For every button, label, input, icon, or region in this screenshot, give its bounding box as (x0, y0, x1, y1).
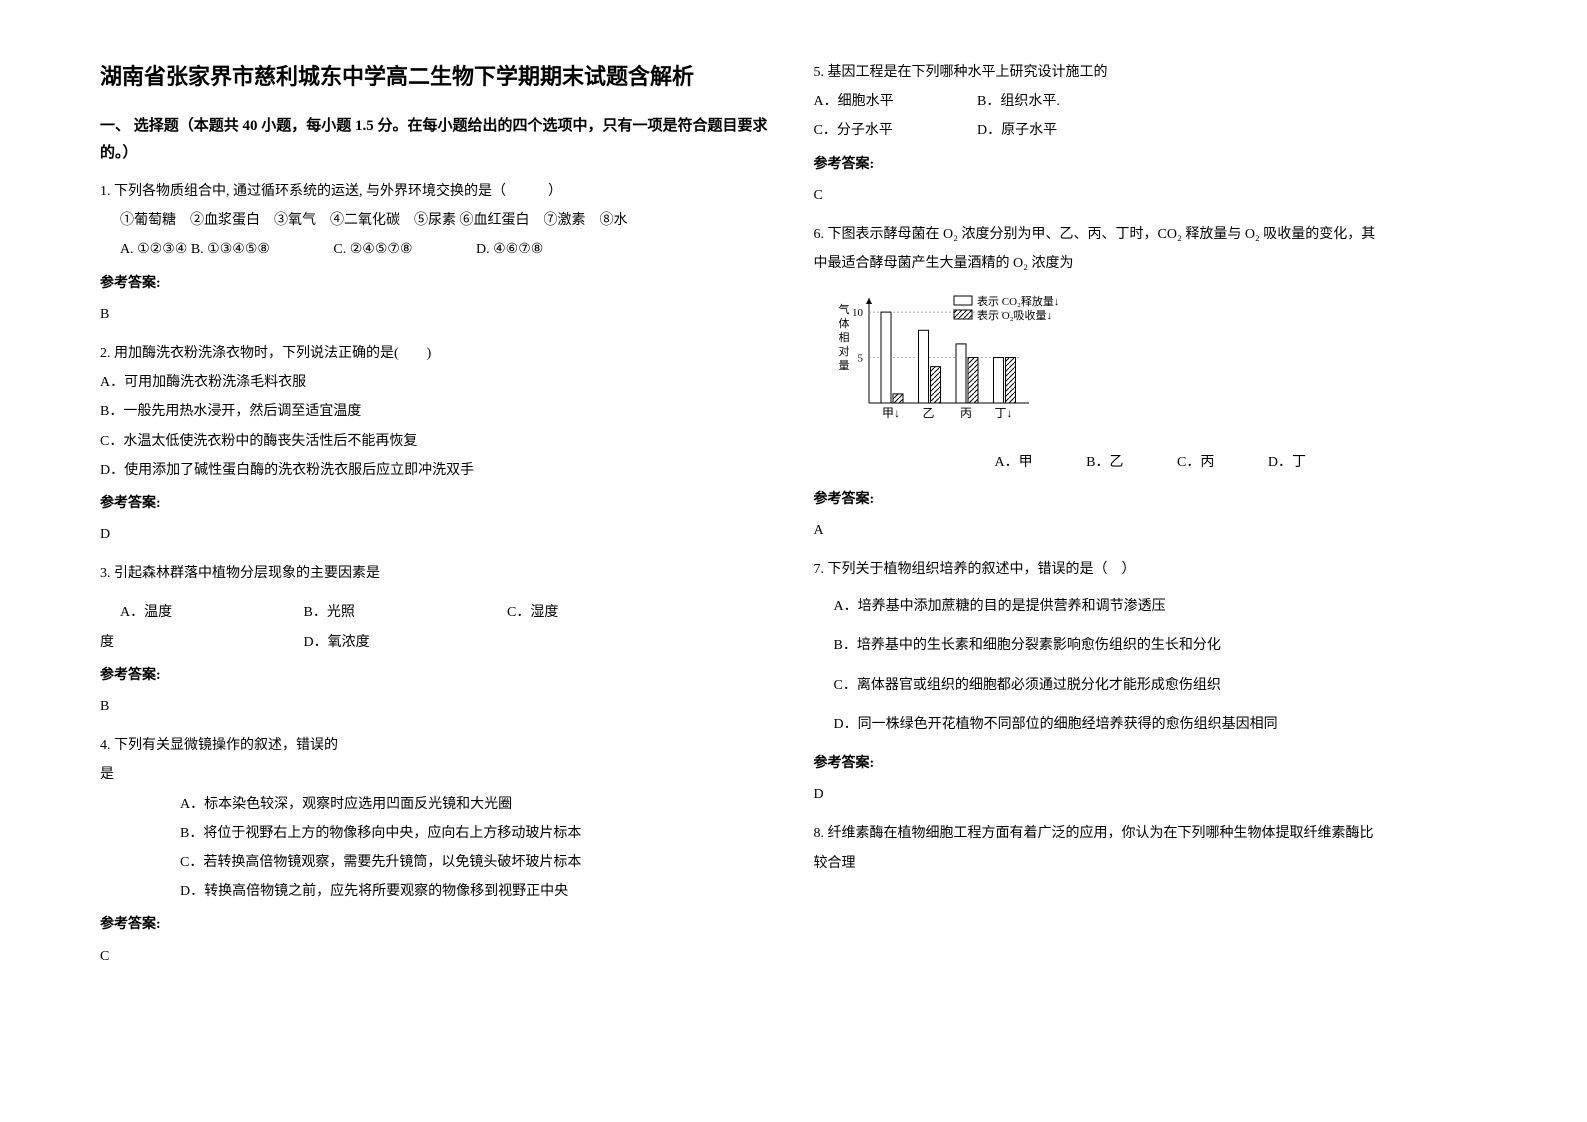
q5-answer: C (814, 183, 1488, 208)
q1-optB: B. ①③④⑤⑧ (191, 242, 270, 257)
q7-text: 7. 下列关于植物组织培养的叙述中，错误的是（ ） (814, 557, 1488, 582)
q7-optA: A．培养基中添加蔗糖的目的是提供营养和调节渗透压 (814, 594, 1488, 619)
q5-optB: B．组织水平. (977, 94, 1060, 109)
q6-optB: B．乙 (1086, 450, 1123, 475)
q4-optA: A．标本染色较深，观察时应选用凹面反光镜和大光圈 (100, 792, 774, 817)
q6-options: A．甲 B．乙 C．丙 D．丁 (814, 450, 1488, 475)
q1-optC: C. ②④⑤⑦⑧ (333, 242, 412, 257)
q7-optC: C．离体器官或组织的细胞都必须通过脱分化才能形成愈伤组织 (814, 673, 1488, 698)
svg-text:对: 对 (838, 344, 849, 358)
svg-text:甲↓: 甲↓ (881, 406, 899, 420)
q4-optC: C．若转换高倍物镜观察，需要先升镜筒，以免镜头破坏玻片标本 (100, 850, 774, 875)
q4-answer: C (100, 944, 774, 969)
q3-answer: B (100, 694, 774, 719)
svg-text:表示 O₂吸收量↓: 表示 O₂吸收量↓ (977, 308, 1052, 322)
q4-text2: 是 (100, 762, 774, 787)
q3-optB: B．光照 (304, 600, 504, 625)
bar-chart-svg: 5 10气体相对量甲↓ 乙 丙 丁↓ 表示 CO₂释放量↓表示 O₂吸收量↓ (834, 288, 1094, 428)
q5-row1: A．细胞水平 B．组织水平. (814, 89, 1488, 114)
q1-answer: B (100, 302, 774, 327)
q6-text2: 中最适合酵母菌产生大量酒精的 O₂ 浓度为 (814, 251, 1488, 276)
q2-optD: D．使用添加了碱性蛋白酶的洗衣粉洗衣服后应立即冲洗双手 (100, 458, 774, 483)
question-4: 4. 下列有关显微镜操作的叙述，错误的 是 A．标本染色较深，观察时应选用凹面反… (100, 733, 774, 904)
svg-text:气: 气 (838, 302, 849, 316)
q6-chart: 5 10气体相对量甲↓ 乙 丙 丁↓ 表示 CO₂释放量↓表示 O₂吸收量↓ (834, 288, 1488, 437)
section-heading: 一、 选择题（本题共 40 小题，每小题 1.5 分。在每小题给出的四个选项中，… (100, 113, 774, 167)
q3-optD: D．氧浓度 (304, 630, 370, 655)
q4-optD: D．转换高倍物镜之前，应先将所要观察的物像移到视野正中央 (100, 879, 774, 904)
answer-label: 参考答案: (100, 912, 774, 937)
q2-optA: A．可用加酶洗衣粉洗涤毛料衣服 (100, 370, 774, 395)
svg-text:丁↓: 丁↓ (994, 406, 1012, 420)
q8-text1: 8. 纤维素酶在植物细胞工程方面有着广泛的应用，你认为在下列哪种生物体提取纤维素… (814, 821, 1488, 846)
q3-options-row2: 度 D．氧浓度 (100, 630, 774, 655)
q3-optA: A．温度 (100, 600, 300, 625)
q7-answer: D (814, 782, 1488, 807)
q2-optC: C．水温太低使洗衣粉中的酶丧失活性后不能再恢复 (100, 429, 774, 454)
q7-optB: B．培养基中的生长素和细胞分裂素影响愈伤组织的生长和分化 (814, 633, 1488, 658)
q1-items: ①葡萄糖 ②血浆蛋白 ③氧气 ④二氧化碳 ⑤尿素 ⑥血红蛋白 ⑦激素 ⑧水 (100, 208, 774, 233)
q2-answer: D (100, 522, 774, 547)
q6-answer: A (814, 518, 1488, 543)
left-column: 湖南省张家界市慈利城东中学高二生物下学期期末试题含解析 一、 选择题（本题共 4… (80, 60, 794, 1062)
question-5: 5. 基因工程是在下列哪种水平上研究设计施工的 A．细胞水平 B．组织水平. C… (814, 60, 1488, 144)
q5-optD: D．原子水平 (977, 123, 1057, 138)
q3-options-row1: A．温度 B．光照 C．湿度 (100, 600, 774, 625)
answer-label: 参考答案: (814, 487, 1488, 512)
q1-optA: A. ①②③④ (120, 242, 187, 257)
q3-text: 3. 引起森林群落中植物分层现象的主要因素是 (100, 561, 774, 586)
question-8: 8. 纤维素酶在植物细胞工程方面有着广泛的应用，你认为在下列哪种生物体提取纤维素… (814, 821, 1488, 875)
q1-text: 1. 下列各物质组合中, 通过循环系统的运送, 与外界环境交换的是（ ） (100, 179, 774, 204)
answer-label: 参考答案: (100, 663, 774, 688)
q4-optB: B．将位于视野右上方的物像移向中央，应向右上方移动玻片标本 (100, 821, 774, 846)
svg-text:体: 体 (838, 316, 849, 330)
q4-text1: 4. 下列有关显微镜操作的叙述，错误的 (100, 733, 774, 758)
answer-label: 参考答案: (814, 751, 1488, 776)
svg-text:丙: 丙 (959, 406, 971, 420)
q1-optD: D. ④⑥⑦⑧ (476, 242, 543, 257)
answer-label: 参考答案: (814, 152, 1488, 177)
q6-optD: D．丁 (1268, 450, 1306, 475)
exam-title: 湖南省张家界市慈利城东中学高二生物下学期期末试题含解析 (100, 60, 774, 93)
answer-label: 参考答案: (100, 271, 774, 296)
q5-optC: C．分子水平 (814, 118, 974, 143)
svg-text:10: 10 (852, 307, 864, 319)
q6-optA: A．甲 (995, 450, 1033, 475)
q5-row2: C．分子水平 D．原子水平 (814, 118, 1488, 143)
question-7: 7. 下列关于植物组织培养的叙述中，错误的是（ ） A．培养基中添加蔗糖的目的是… (814, 557, 1488, 737)
q5-optA: A．细胞水平 (814, 89, 974, 114)
q2-text: 2. 用加酶洗衣粉洗涤衣物时，下列说法正确的是( ) (100, 341, 774, 366)
svg-text:量: 量 (838, 359, 849, 372)
q8-text2: 较合理 (814, 851, 1488, 876)
q6-text1: 6. 下图表示酵母菌在 O₂ 浓度分别为甲、乙、丙、丁时，CO₂ 释放量与 O₂… (814, 222, 1488, 247)
question-6: 6. 下图表示酵母菌在 O₂ 浓度分别为甲、乙、丙、丁时，CO₂ 释放量与 O₂… (814, 222, 1488, 475)
q2-optB: B．一般先用热水浸开，然后调至适宜温度 (100, 399, 774, 424)
q6-optC: C．丙 (1177, 450, 1214, 475)
right-column: 5. 基因工程是在下列哪种水平上研究设计施工的 A．细胞水平 B．组织水平. C… (794, 60, 1508, 1062)
q1-options: A. ①②③④ B. ①③④⑤⑧ C. ②④⑤⑦⑧ D. ④⑥⑦⑧ (100, 237, 774, 262)
q7-optD: D．同一株绿色开花植物不同部位的细胞经培养获得的愈伤组织基因相同 (814, 712, 1488, 737)
question-2: 2. 用加酶洗衣粉洗涤衣物时，下列说法正确的是( ) A．可用加酶洗衣粉洗涤毛料… (100, 341, 774, 483)
svg-text:表示 CO₂释放量↓: 表示 CO₂释放量↓ (977, 294, 1059, 308)
q3-optC: C．湿度 (507, 600, 558, 625)
question-3: 3. 引起森林群落中植物分层现象的主要因素是 A．温度 B．光照 C．湿度 度 … (100, 561, 774, 655)
answer-label: 参考答案: (100, 491, 774, 516)
svg-text:乙: 乙 (922, 406, 934, 420)
q5-text: 5. 基因工程是在下列哪种水平上研究设计施工的 (814, 60, 1488, 85)
question-1: 1. 下列各物质组合中, 通过循环系统的运送, 与外界环境交换的是（ ） ①葡萄… (100, 179, 774, 263)
svg-text:5: 5 (857, 353, 863, 365)
svg-text:相: 相 (838, 331, 849, 344)
